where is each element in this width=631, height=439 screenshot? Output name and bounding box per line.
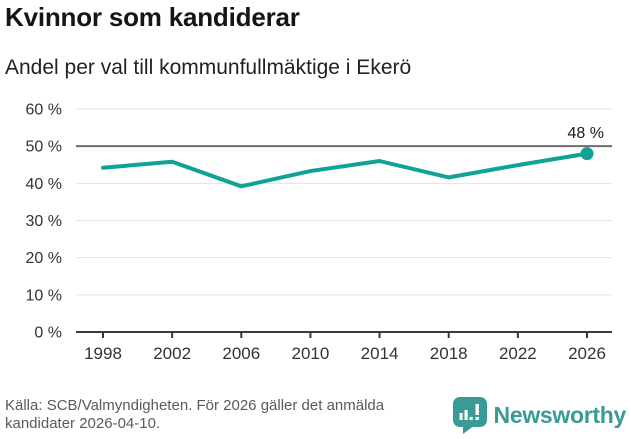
x-tick-label: 1998 xyxy=(84,344,122,363)
y-tick-label: 20 % xyxy=(26,250,62,267)
y-tick-label: 0 % xyxy=(34,325,62,342)
line-chart: 0 % 10 % 20 % 30 % 40 % 50 % 60 % 1998 2002 2006 2… xyxy=(26,102,612,363)
x-tick-label: 2018 xyxy=(430,344,468,363)
data-line xyxy=(101,151,589,189)
y-tick-label: 60 % xyxy=(26,102,62,119)
newsworthy-bars-icon xyxy=(452,396,487,434)
y-tick-label: 10 % xyxy=(26,287,62,304)
x-tick-label: 2010 xyxy=(292,344,330,363)
x-tick-label: 2022 xyxy=(499,344,537,363)
newsworthy-wordmark: Newsworthy xyxy=(493,401,627,428)
chart-subtitle: Andel per val till kommunfullmäktige i E… xyxy=(5,56,412,79)
x-tick-label: 2002 xyxy=(153,344,191,363)
y-tick-label: 50 % xyxy=(26,139,62,156)
x-tick-label: 2026 xyxy=(568,344,606,363)
newsworthy-logo: Newsworthy xyxy=(452,396,627,434)
source-note: Källa: SCB/Valmyndigheten. För 2026 gäll… xyxy=(5,396,385,433)
last-point-label: 48 % xyxy=(568,125,604,142)
y-tick-label: 40 % xyxy=(26,176,62,193)
chart-footer: Källa: SCB/Valmyndigheten. För 2026 gäll… xyxy=(5,397,626,435)
x-tick-label: 2014 xyxy=(361,344,399,363)
last-point-marker xyxy=(580,147,594,161)
chart-title: Kvinnor som kandiderar xyxy=(5,2,300,32)
y-tick-label: 30 % xyxy=(26,213,62,230)
x-tick-label: 2006 xyxy=(222,344,260,363)
